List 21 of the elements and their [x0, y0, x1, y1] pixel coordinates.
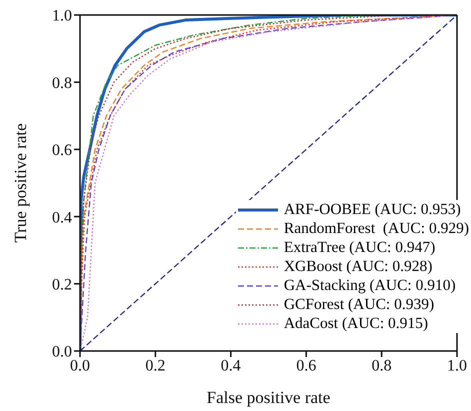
x-tick-label: 0.8 — [372, 357, 392, 374]
x-tick-label: 0.2 — [145, 357, 166, 374]
legend-label: ARF-OOBEE (AUC: 0.953) — [284, 200, 461, 219]
legend-label: ExtraTree (AUC: 0.947) — [284, 238, 436, 257]
legend-label: GCForest (AUC: 0.939) — [284, 295, 434, 314]
x-tick-label: 1.0 — [447, 357, 467, 374]
x-tick-label: 0.6 — [296, 357, 316, 374]
legend-label: AdaCost (AUC: 0.915) — [284, 314, 428, 333]
x-tick-label: 0.0 — [70, 357, 90, 374]
legend-label: GA-Stacking (AUC: 0.910) — [284, 276, 456, 295]
legend-label: XGBoost (AUC: 0.928) — [284, 257, 432, 276]
y-tick-label: 0.4 — [52, 209, 72, 226]
y-tick-label: 1.0 — [52, 8, 72, 25]
legend-label: RandomForest (AUC: 0.929) — [284, 219, 469, 238]
y-axis-title: True positive rate — [11, 123, 30, 243]
y-tick-label: 0.0 — [52, 344, 72, 361]
y-tick-label: 0.8 — [52, 74, 72, 92]
x-tick-label: 0.4 — [220, 357, 241, 374]
y-tick-label: 0.6 — [52, 142, 72, 160]
x-axis-title: False positive rate — [206, 388, 330, 407]
y-tick-label: 0.2 — [52, 276, 72, 294]
